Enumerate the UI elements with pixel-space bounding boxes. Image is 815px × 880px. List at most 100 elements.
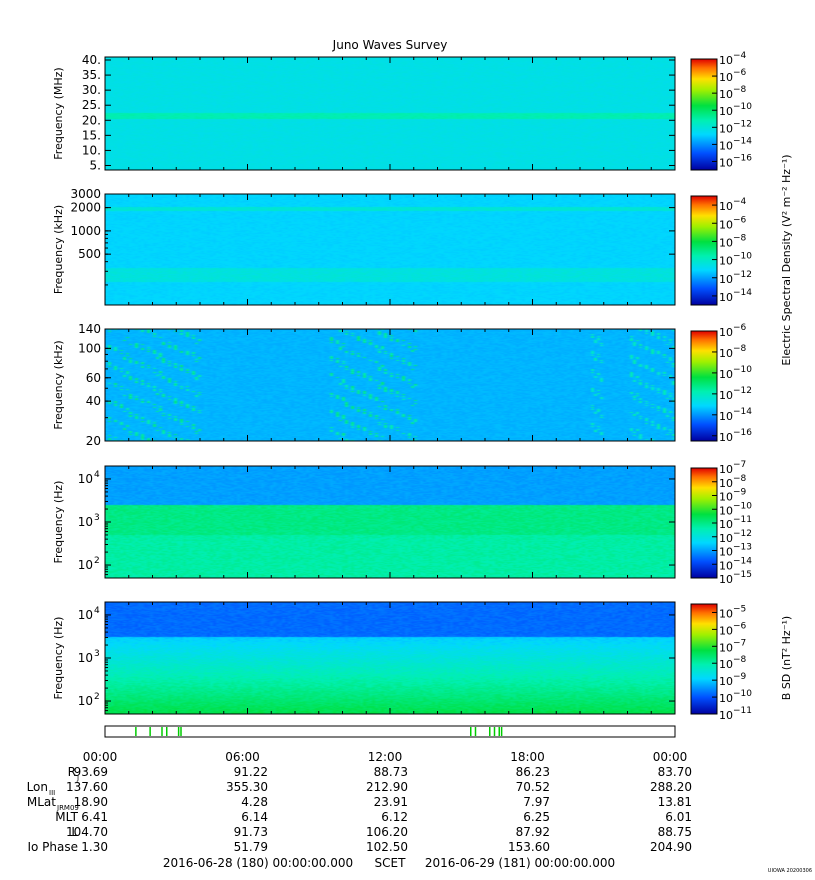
y-tick-label: 5. — [90, 158, 101, 172]
colorbar-tick-exp: −9 — [733, 488, 747, 498]
colorbar-tick-label: 10 — [719, 156, 733, 169]
colorbar-tick-exp: −10 — [733, 252, 752, 262]
ephemeris-value: 13.81 — [658, 795, 692, 809]
colorbar-tick-label: 10 — [719, 88, 733, 101]
colorbar-tick-label: 10 — [719, 410, 733, 423]
x-tick-label: 06:00 — [225, 750, 260, 764]
colorbar-tick-label: 10 — [719, 255, 733, 268]
spectrogram-image — [105, 602, 675, 714]
colorbar-tick-label: 10 — [719, 532, 733, 545]
y-axis-label: Frequency (kHz) — [52, 340, 65, 429]
y-tick-label: 10 — [78, 472, 93, 486]
footer-scet-label: SCET — [375, 856, 407, 870]
y-tick-label-exp: 2 — [94, 692, 100, 702]
colorbar-tick-label: 10 — [719, 504, 733, 517]
ephemeris-label: Lon — [27, 780, 48, 794]
colorbar-tick-label: 10 — [719, 573, 733, 586]
colorbar-tick-label: 10 — [719, 641, 733, 654]
y-tick-label-exp: 3 — [94, 649, 100, 659]
ephemeris-label: L — [71, 825, 78, 839]
colorbar-tick-label: 10 — [719, 389, 733, 402]
colorbar-tick-exp: −6 — [733, 215, 747, 225]
ephemeris-value: 153.60 — [508, 840, 550, 854]
ephemeris-value: 88.73 — [374, 765, 408, 779]
y-tick-label: 140 — [78, 322, 101, 336]
colorbar-tick-label: 10 — [719, 71, 733, 84]
y-tick-label: 100 — [78, 341, 101, 355]
colorbar-tick-exp: −13 — [733, 543, 752, 553]
colorbar — [690, 330, 718, 442]
ephemeris-value: 6.12 — [381, 810, 408, 824]
colorbar-tick-exp: −10 — [733, 365, 752, 375]
ephemeris-label: MLat — [27, 795, 56, 809]
colorbar-tick-exp: −12 — [733, 119, 752, 129]
ephemeris-value: 1.30 — [81, 840, 108, 854]
colorbar-tick-label: 10 — [719, 200, 733, 213]
colorbar-tick-exp: −12 — [733, 270, 752, 280]
colorbar-tick-exp: −11 — [733, 706, 752, 716]
ephemeris-value: 6.14 — [241, 810, 268, 824]
ephemeris-value: 212.90 — [366, 780, 408, 794]
ephemeris-label-sub: J — [76, 774, 79, 782]
colorbar-tick-label: 10 — [719, 463, 733, 476]
y-tick-label: 1000 — [70, 224, 101, 238]
ephemeris-value: 137.60 — [66, 780, 108, 794]
y-tick-label-exp: 3 — [94, 513, 100, 523]
y-tick-label-exp: 4 — [94, 606, 100, 616]
colorbar-tick-label: 10 — [719, 559, 733, 572]
colorbar-tick-exp: −15 — [733, 570, 752, 580]
y-axis-label: Frequency (Hz) — [52, 481, 65, 564]
ephemeris-value: 355.30 — [226, 780, 268, 794]
y-axis-label: Frequency (kHz) — [52, 205, 65, 294]
mode-bar-frame — [104, 725, 676, 738]
colorbar-tick-exp: −14 — [733, 556, 752, 566]
colorbar-tick-exp: −14 — [733, 136, 752, 146]
y-tick-label: 2000 — [70, 201, 101, 215]
y-tick-label: 10 — [78, 558, 93, 572]
ephemeris-value: 23.91 — [374, 795, 408, 809]
colorbar-tick-exp: −6 — [733, 68, 747, 78]
colorbar-tick-exp: −12 — [733, 386, 752, 396]
ephemeris-value: 91.22 — [234, 765, 268, 779]
time-axis: 00:00 06:00 12:00 18:00 00:00 — [83, 750, 688, 764]
y-tick-label-exp: 4 — [94, 470, 100, 480]
y-tick-label: 10 — [78, 515, 93, 529]
spectrogram-image — [105, 194, 675, 305]
colorbar — [690, 603, 718, 715]
colorbar-tick-label: 10 — [719, 518, 733, 531]
ephemeris-value: 51.79 — [234, 840, 268, 854]
ephemeris-value: 91.73 — [234, 825, 268, 839]
colorbar-tick-label: 10 — [719, 54, 733, 67]
colorbar-tick-label: 10 — [719, 431, 733, 444]
colorbar-tick-exp: −10 — [733, 102, 752, 112]
ephemeris-value: 86.23 — [516, 765, 550, 779]
y-tick-label: 20. — [82, 113, 101, 127]
ephemeris-label: Io Phase — [27, 840, 78, 854]
colorbar-tick-label: 10 — [719, 122, 733, 135]
colorbar-tick-exp: −4 — [733, 51, 747, 61]
colorbar-tick-label: 10 — [719, 491, 733, 504]
ephemeris-value: 83.70 — [658, 765, 692, 779]
y-tick-label-exp: 2 — [94, 556, 100, 566]
colorbar-tick-exp: −7 — [733, 638, 746, 648]
colorbar-tick-exp: −6 — [733, 323, 747, 333]
ephemeris-value: 70.52 — [516, 780, 550, 794]
colorbar-tick-exp: −9 — [733, 672, 747, 682]
ephemeris-label: MLT — [55, 810, 78, 824]
colorbar-tick-label: 10 — [719, 692, 733, 705]
x-tick-label: 12:00 — [368, 750, 403, 764]
mode-bar — [104, 725, 676, 738]
y-tick-label: 40. — [82, 53, 101, 67]
y-tick-label: 10 — [78, 608, 93, 622]
colorbar — [690, 58, 718, 171]
colorbar-tick-label: 10 — [719, 368, 733, 381]
footer-credit: UIOWA 20200306 — [768, 868, 812, 874]
y-tick-label: 25. — [82, 98, 101, 112]
colorbar-tick-label: 10 — [719, 624, 733, 637]
ephemeris-value: 6.01 — [665, 810, 692, 824]
y-tick-label: 10. — [82, 143, 101, 157]
